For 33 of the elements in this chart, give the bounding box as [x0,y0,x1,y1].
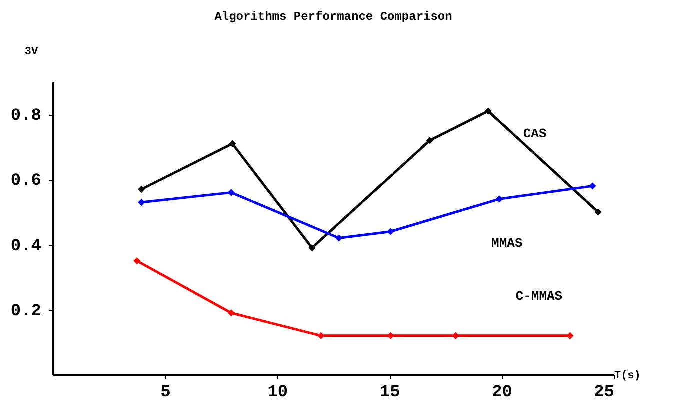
point [566,332,574,340]
point [228,310,235,317]
text: MMAS [492,236,523,252]
point [228,189,235,196]
x-tick-label: 25 [594,384,614,402]
x-tick-label: 15 [380,384,400,402]
point [589,182,596,190]
point [228,140,236,148]
y-tick-label: 0.4 [10,237,42,256]
point [484,108,492,115]
point [138,186,146,193]
point [496,196,504,203]
x-tick-label: 20 [492,384,513,402]
y-tick-label: 0.2 [10,302,42,322]
point [308,244,316,252]
chart-title: Algorithms Performance Comparison [214,10,452,24]
point [387,332,394,340]
series-label: CAS [523,126,547,142]
x-axis-title: T(s) [614,370,641,382]
y-tick-label: 0.8 [10,107,42,126]
point [138,198,146,206]
point [134,258,141,265]
point [318,332,325,340]
x-tick-label: 5 [160,384,171,402]
text: C-MMAS [516,288,563,304]
point [336,234,343,242]
point [387,228,394,236]
point [594,208,602,216]
point [452,332,460,340]
point [426,137,434,144]
y-tick-label: 0.6 [10,172,42,192]
x-tick-label: 10 [268,384,288,402]
y-axis-title: 3V [24,46,38,58]
